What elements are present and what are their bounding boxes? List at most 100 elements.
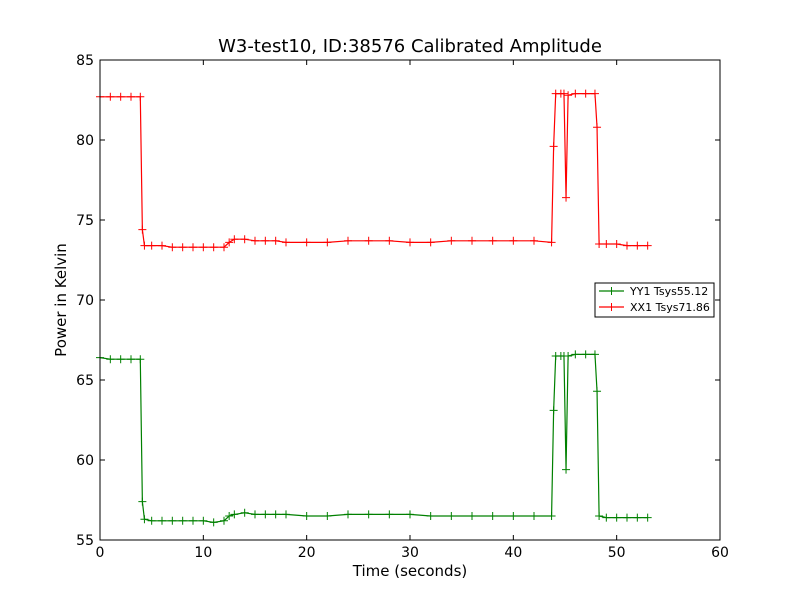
data-point [468, 512, 476, 520]
data-point [240, 508, 249, 517]
data-point [643, 513, 652, 522]
data-point [530, 512, 538, 520]
data-point [323, 512, 332, 520]
legend-marker [607, 287, 616, 295]
y-axis: 55 60 65 70 75 80 85 [76, 53, 720, 549]
data-point [488, 236, 497, 245]
data-point [447, 512, 456, 520]
data-point [547, 238, 556, 247]
data-point [282, 510, 290, 519]
data-point [385, 510, 394, 519]
data-point [251, 510, 259, 519]
legend-label: XX1 Tsys71.86 [630, 301, 710, 314]
data-point [633, 513, 642, 522]
x-tick-label: 40 [504, 545, 522, 561]
data-point [612, 240, 621, 248]
data-point [136, 92, 145, 101]
data-point [468, 236, 476, 245]
data-point [509, 236, 518, 245]
data-point [225, 238, 234, 247]
data-point [547, 512, 556, 520]
y-tick-label: 55 [76, 533, 94, 549]
data-point [564, 352, 573, 360]
data-point [230, 510, 239, 519]
data-point [138, 497, 147, 506]
data-point [323, 238, 332, 247]
data-point [302, 512, 311, 520]
data-point [581, 350, 590, 359]
data-point [593, 387, 602, 396]
data-point [564, 91, 573, 100]
data-point [261, 510, 270, 519]
series-0 [96, 350, 652, 527]
data-point [549, 406, 558, 415]
data-point [138, 225, 147, 234]
data-point [571, 89, 580, 98]
data-point [127, 92, 135, 101]
series-line [99, 353, 648, 524]
series-line [100, 92, 648, 248]
data-point [643, 241, 652, 250]
data-point [364, 510, 373, 519]
data-point [344, 236, 352, 245]
data-point [426, 512, 435, 520]
data-point [168, 516, 177, 525]
legend-marker [607, 303, 616, 311]
y-tick-label: 65 [76, 373, 94, 389]
data-point [559, 89, 568, 98]
data-point [623, 513, 631, 522]
data-point [147, 516, 156, 525]
x-tick-label: 50 [608, 545, 626, 561]
data-point [406, 238, 414, 247]
x-axis-label: Time (seconds) [352, 562, 468, 580]
y-tick-label: 60 [76, 453, 94, 469]
data-point [106, 92, 115, 101]
data-point [385, 236, 394, 245]
data-point [426, 238, 435, 247]
data-point [230, 235, 239, 244]
y-tick-label: 75 [76, 213, 94, 229]
data-point [240, 235, 249, 244]
series-layer [96, 89, 652, 527]
data-point [147, 241, 156, 250]
data-point [344, 510, 352, 519]
data-point [612, 513, 621, 522]
data-point [562, 465, 571, 474]
x-tick-label: 60 [711, 545, 729, 561]
data-point [595, 240, 604, 248]
data-point [220, 516, 228, 525]
data-point [571, 350, 580, 359]
data-point [199, 516, 208, 525]
data-point [581, 89, 590, 98]
legend: YY1 Tsys55.12 XX1 Tsys71.86 [594, 282, 715, 318]
data-point [209, 518, 218, 527]
data-point [590, 350, 599, 359]
data-point [602, 513, 611, 522]
data-point [178, 516, 187, 525]
x-tick-label: 20 [298, 545, 316, 561]
data-point [189, 243, 197, 252]
y-tick-label: 85 [76, 53, 94, 69]
data-point [189, 516, 197, 525]
legend-box [594, 282, 715, 318]
data-point [406, 510, 414, 519]
data-point [158, 241, 166, 250]
data-point [261, 236, 270, 245]
data-point [225, 512, 234, 520]
data-point [633, 241, 642, 250]
data-point [209, 243, 218, 252]
data-point [364, 236, 373, 245]
data-point [178, 243, 187, 252]
data-point [140, 515, 149, 524]
data-point [562, 193, 571, 202]
data-point [593, 123, 602, 132]
data-point [220, 243, 228, 252]
y-tick-label: 70 [76, 293, 94, 309]
data-point [271, 236, 280, 245]
data-point [447, 236, 456, 245]
data-point [302, 238, 311, 247]
data-point [136, 355, 145, 364]
data-point [140, 241, 149, 250]
data-point [509, 512, 518, 520]
